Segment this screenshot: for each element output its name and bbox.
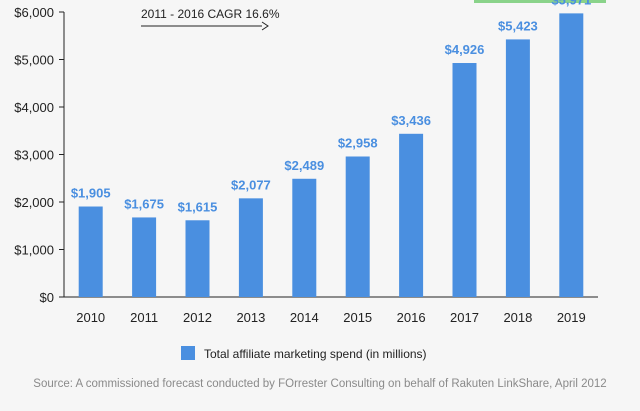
data-label-2012: $1,615 xyxy=(178,199,218,214)
bar-2012 xyxy=(185,220,210,297)
y-tick-label: $5,000 xyxy=(14,53,54,68)
x-tick-label: 2010 xyxy=(76,310,105,325)
data-label-2011: $1,675 xyxy=(124,196,164,211)
bar-2018 xyxy=(505,39,530,297)
x-tick-label: 2015 xyxy=(343,310,372,325)
x-tick-label: 2012 xyxy=(183,310,212,325)
x-tick-label: 2011 xyxy=(130,310,158,325)
legend-label: Total affiliate marketing spend (in mill… xyxy=(204,347,427,361)
bar-2013 xyxy=(238,198,263,297)
x-tick-label: 2019 xyxy=(557,310,586,325)
bar-2015 xyxy=(345,156,370,297)
data-label-2015: $2,958 xyxy=(338,135,378,150)
y-axis-ticks: $0 $1,000 $2,000 $3,000 $4,000 $5,000 $6,000 xyxy=(14,5,64,305)
bar-2010 xyxy=(78,206,103,297)
y-tick-label: $4,000 xyxy=(14,100,54,115)
data-label-2016: $3,436 xyxy=(391,113,431,128)
data-label-2014: $2,489 xyxy=(284,158,324,173)
legend: Total affiliate marketing spend (in mill… xyxy=(181,346,427,361)
bar-2011 xyxy=(132,217,157,297)
x-axis-ticks: 2010 2011 2012 2013 2014 2015 2016 2017 2018 2019 xyxy=(76,310,586,325)
y-tick-label: $0 xyxy=(40,290,54,305)
cagr-annotation-text: 2011 - 2016 CAGR 16.6% xyxy=(141,7,280,21)
y-tick-label: $6,000 xyxy=(14,5,54,20)
y-tick-label: $2,000 xyxy=(14,195,54,210)
data-label-2018: $5,423 xyxy=(498,18,538,33)
source-note: Source: A commissioned forecast conducte… xyxy=(33,378,606,390)
bar-2019 xyxy=(559,13,584,297)
bar-2016 xyxy=(399,133,424,297)
x-tick-label: 2013 xyxy=(236,310,265,325)
data-label-2017: $4,926 xyxy=(445,42,485,57)
cagr-annotation: 2011 - 2016 CAGR 16.6% xyxy=(141,7,280,31)
data-label-2019: $5,971 xyxy=(551,0,591,7)
top-accent-strip xyxy=(474,0,606,3)
x-tick-label: 2017 xyxy=(450,310,479,325)
cagr-arrow-head xyxy=(261,21,269,31)
data-label-2010: $1,905 xyxy=(71,186,111,201)
bar-2014 xyxy=(292,178,317,297)
y-tick-label: $3,000 xyxy=(14,148,54,163)
bar-2017 xyxy=(452,63,477,297)
legend-swatch xyxy=(181,346,195,360)
x-tick-label: 2016 xyxy=(397,310,426,325)
bars-group: $1,905 $1,675 $1,615 $2,077 $2,489 $2,958 $3,4… xyxy=(71,0,591,297)
data-label-2013: $2,077 xyxy=(231,177,271,192)
y-tick-label: $1,000 xyxy=(14,243,54,258)
x-tick-label: 2014 xyxy=(290,310,319,325)
x-tick-label: 2018 xyxy=(503,310,532,325)
